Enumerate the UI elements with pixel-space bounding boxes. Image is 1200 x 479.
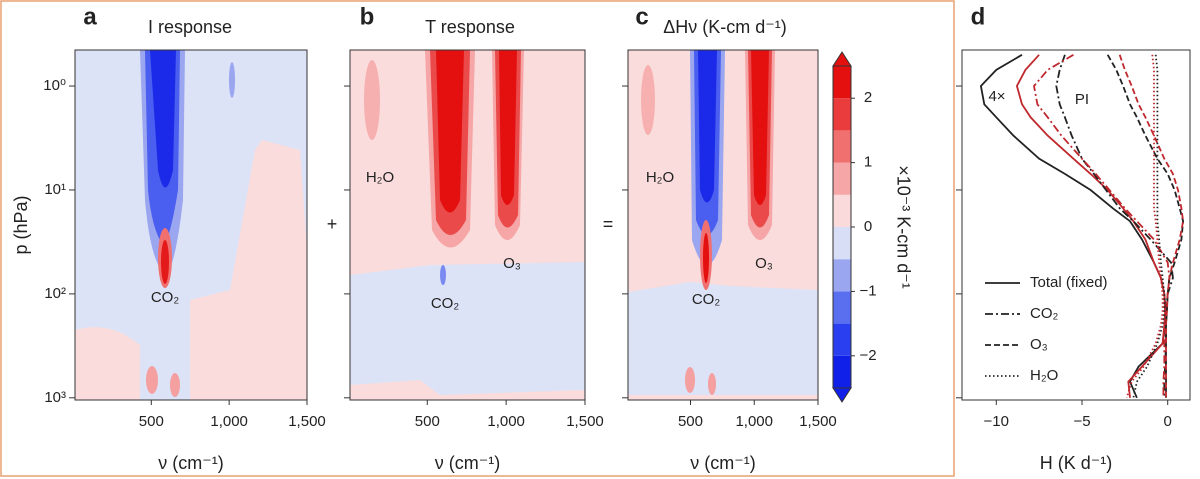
x-tick-label: 0 <box>1164 413 1172 430</box>
plot-frame <box>961 49 1191 401</box>
colorbar-segment <box>833 259 851 292</box>
colorbar-tick-label: −1 <box>859 282 876 299</box>
y-tick-label: 10² <box>44 285 66 302</box>
profile-line <box>1106 54 1185 398</box>
group-border <box>0 0 955 477</box>
y-tick-label: 10¹ <box>44 181 66 198</box>
panel-title: I response <box>148 17 232 37</box>
annotation: CO₂ <box>692 291 721 308</box>
profile-line <box>1033 54 1171 398</box>
colorbar-segment <box>833 194 851 227</box>
x-tick-label: −5 <box>1073 413 1090 430</box>
field-b <box>350 50 585 400</box>
colorbar-tick-label: 1 <box>864 154 872 171</box>
panel-title: T response <box>425 17 515 37</box>
x-tick-label: 1,500 <box>288 413 326 430</box>
annotation: O₃ <box>755 255 773 272</box>
legend-label: Total (fixed) <box>1030 274 1108 291</box>
plot-frame <box>74 49 308 401</box>
colorbar-segment <box>833 227 851 260</box>
colorbar-label: ×10⁻³ K-cm d⁻¹ <box>893 165 913 289</box>
colorbar-extend <box>832 387 852 403</box>
panel-title: ΔHν (K-cm d⁻¹) <box>663 17 787 37</box>
colorbar-tick-label: 2 <box>864 89 872 106</box>
plot-frame <box>627 49 819 401</box>
field-c <box>628 50 818 400</box>
operator: + <box>327 214 338 234</box>
x-tick-label: 1,000 <box>735 413 773 430</box>
x-tick-label: 1,000 <box>210 413 248 430</box>
x-axis-label: ν (cm⁻¹) <box>158 453 223 473</box>
colorbar-segment <box>833 130 851 163</box>
x-axis-label: ν (cm⁻¹) <box>435 453 500 473</box>
legend-label: H₂O <box>1030 367 1058 384</box>
colorbar-segment <box>833 66 851 99</box>
x-tick-label: −10 <box>984 413 1009 430</box>
annotation: H₂O <box>366 169 394 186</box>
profile-line <box>1118 54 1185 398</box>
x-tick-label: 1,000 <box>487 413 525 430</box>
annotation: PI <box>1075 91 1089 108</box>
annotation: H₂O <box>646 169 674 186</box>
plot-frame <box>349 49 586 401</box>
colorbar-segment <box>833 291 851 324</box>
annotation: CO₂ <box>151 289 180 306</box>
field-a <box>75 50 307 400</box>
y-axis-label: p (hPa) <box>11 195 31 254</box>
colorbar-extend <box>832 51 852 67</box>
panel-label: a <box>83 3 97 30</box>
plot-lines <box>979 54 1185 399</box>
x-tick-label: 1,500 <box>799 413 837 430</box>
x-tick-label: 500 <box>415 413 440 430</box>
panel-label: b <box>360 3 375 30</box>
y-tick-label: 10³ <box>44 389 66 406</box>
x-tick-label: 1,500 <box>566 413 604 430</box>
annotation: O₃ <box>503 255 521 272</box>
colorbar-segment <box>833 162 851 195</box>
profile-line <box>1015 54 1167 398</box>
annotation: CO₂ <box>431 295 460 312</box>
panel-label: c <box>635 3 648 30</box>
panel-label: d <box>971 3 986 30</box>
legend-label: CO₂ <box>1030 305 1059 322</box>
annotation: 4× <box>988 88 1005 105</box>
operator: = <box>603 214 614 234</box>
x-tick-label: 500 <box>678 413 703 430</box>
colorbar-segment <box>833 323 851 356</box>
x-axis-label: ν (cm⁻¹) <box>690 453 755 473</box>
x-axis-label: H (K d⁻¹) <box>1040 453 1113 473</box>
legend-label: O₃ <box>1030 336 1048 353</box>
x-tick-label: 500 <box>139 413 164 430</box>
colorbar-tick-label: 0 <box>864 218 872 235</box>
colorbar-segment <box>833 355 851 388</box>
colorbar-tick-label: −2 <box>859 347 876 364</box>
y-tick-label: 10⁰ <box>43 77 66 94</box>
colorbar-segment <box>833 98 851 131</box>
